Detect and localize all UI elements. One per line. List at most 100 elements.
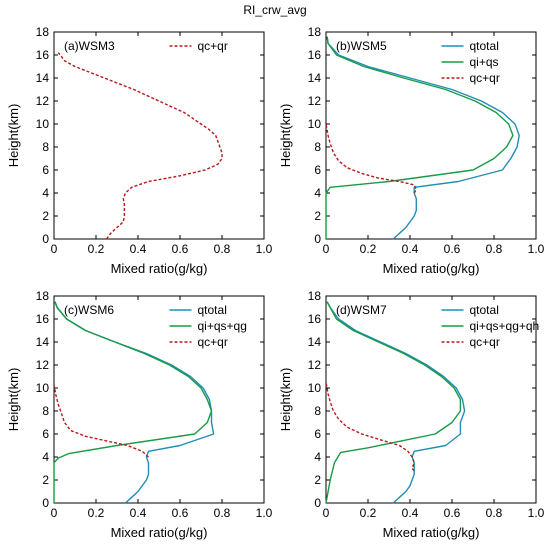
y-tick-label: 4 bbox=[42, 186, 49, 200]
legend: qtotal qi+qs qc+qr bbox=[441, 39, 500, 85]
x-tick-label: 0.2 bbox=[88, 242, 105, 256]
legend-entry: qtotal bbox=[470, 303, 499, 317]
y-tick-label: 8 bbox=[42, 404, 49, 418]
legend-entry: qtotal bbox=[198, 303, 227, 317]
x-tick-label: 1.0 bbox=[528, 242, 545, 256]
x-tick-label: 0 bbox=[323, 506, 330, 520]
chart-panel-4: 0 0.2 0.4 0.6 0.8 1.0 0 2 4 6 8 10 12 14 16 18 Mixed rat… bbox=[278, 289, 545, 540]
chart-panel-1: 0 0.2 0.4 0.6 0.8 1.0 0 2 4 6 8 10 12 14 16 18 Mixed rat… bbox=[6, 25, 273, 276]
y-tick-label: 4 bbox=[314, 450, 321, 464]
x-tick-label: 1.0 bbox=[256, 242, 273, 256]
y-tick-label: 10 bbox=[36, 381, 50, 395]
y-tick-label: 6 bbox=[42, 427, 49, 441]
y-tick-label: 10 bbox=[36, 117, 50, 131]
y-tick-label: 6 bbox=[42, 163, 49, 177]
plot-frame bbox=[53, 295, 265, 504]
y-tick-label: 10 bbox=[308, 381, 322, 395]
y-tick-label: 12 bbox=[36, 94, 50, 108]
y-tick-label: 14 bbox=[308, 71, 322, 85]
x-tick-label: 0.2 bbox=[360, 242, 377, 256]
x-tick-label: 0.4 bbox=[402, 506, 419, 520]
y-tick-label: 4 bbox=[42, 450, 49, 464]
legend-entry: qi+qs+qg+qh bbox=[470, 319, 540, 333]
y-tick-label: 8 bbox=[314, 140, 321, 154]
x-axis-label: Mixed ratio(g/kg) bbox=[111, 525, 208, 540]
panel-label: (d)WSM7 bbox=[336, 303, 387, 317]
chart-panel-3: 0 0.2 0.4 0.6 0.8 1.0 0 2 4 6 8 10 12 14 16 18 Mixed rat… bbox=[6, 289, 273, 540]
x-tick-label: 0 bbox=[51, 242, 58, 256]
y-tick-label: 18 bbox=[308, 289, 322, 303]
y-tick-label: 12 bbox=[308, 358, 322, 372]
plot-frame bbox=[53, 31, 265, 240]
x-tick-label: 0.6 bbox=[172, 506, 189, 520]
panel-label: (c)WSM6 bbox=[64, 303, 114, 317]
x-tick-label: 0.8 bbox=[486, 506, 503, 520]
y-tick-label: 12 bbox=[36, 358, 50, 372]
legend: qc+qr bbox=[169, 39, 228, 53]
series-line-qc-qr bbox=[325, 382, 415, 472]
y-tick-label: 2 bbox=[42, 473, 49, 487]
y-tick-label: 10 bbox=[308, 117, 322, 131]
series-line-qc-qr bbox=[325, 123, 417, 194]
x-tick-label: 1.0 bbox=[528, 506, 545, 520]
series-line-qtotal bbox=[54, 301, 215, 504]
x-tick-label: 0.8 bbox=[214, 506, 231, 520]
series-line-qi-qs-qg bbox=[53, 301, 213, 503]
x-tick-label: 0.6 bbox=[444, 506, 461, 520]
series-line-qc-qr bbox=[57, 52, 223, 240]
y-tick-label: 2 bbox=[42, 209, 49, 223]
y-tick-label: 0 bbox=[314, 496, 321, 510]
y-tick-label: 2 bbox=[314, 209, 321, 223]
series-line-qi-qs-qg-qh bbox=[325, 301, 462, 504]
series-line-qi-qs bbox=[325, 36, 514, 239]
y-tick-label: 8 bbox=[314, 404, 321, 418]
x-tick-label: 0.4 bbox=[130, 242, 147, 256]
y-tick-label: 18 bbox=[308, 25, 322, 39]
y-axis-label: Height(km) bbox=[278, 104, 293, 168]
legend: qtotal qi+qs+qg+qh qc+qr bbox=[441, 303, 540, 349]
y-tick-label: 16 bbox=[308, 312, 322, 326]
y-tick-label: 16 bbox=[308, 48, 322, 62]
legend-entry: qi+qs+qg bbox=[198, 319, 247, 333]
x-tick-label: 0.8 bbox=[486, 242, 503, 256]
x-tick-label: 0 bbox=[323, 242, 330, 256]
y-tick-label: 12 bbox=[308, 94, 322, 108]
y-tick-label: 4 bbox=[314, 186, 321, 200]
y-tick-label: 14 bbox=[36, 335, 50, 349]
y-tick-label: 14 bbox=[36, 71, 50, 85]
legend-entry: qc+qr bbox=[470, 335, 500, 349]
y-tick-label: 0 bbox=[314, 232, 321, 246]
legend-entry: qi+qs bbox=[470, 55, 499, 69]
legend-entry: qtotal bbox=[470, 39, 499, 53]
x-tick-label: 0.8 bbox=[214, 242, 231, 256]
series-line-qc-qr bbox=[53, 385, 149, 458]
legend-entry: qc+qr bbox=[198, 335, 228, 349]
legend: qtotal qi+qs+qg qc+qr bbox=[169, 303, 247, 349]
y-tick-label: 18 bbox=[36, 25, 50, 39]
x-tick-label: 0 bbox=[51, 506, 58, 520]
x-tick-label: 0.6 bbox=[444, 242, 461, 256]
series-line-qtotal bbox=[326, 36, 520, 240]
y-tick-label: 6 bbox=[314, 427, 321, 441]
legend-entry: qc+qr bbox=[470, 71, 500, 85]
y-tick-label: 2 bbox=[314, 473, 321, 487]
x-axis-label: Mixed ratio(g/kg) bbox=[383, 261, 480, 276]
series-line-qtotal bbox=[326, 301, 466, 504]
x-axis-label: Mixed ratio(g/kg) bbox=[111, 261, 208, 276]
x-axis-label: Mixed ratio(g/kg) bbox=[383, 525, 480, 540]
chart-panel-2: 0 0.2 0.4 0.6 0.8 1.0 0 2 4 6 8 10 12 14 16 18 Mixed rat… bbox=[278, 25, 545, 276]
legend-entry: qc+qr bbox=[198, 39, 228, 53]
panel-label: (a)WSM3 bbox=[64, 39, 115, 53]
y-axis-label: Height(km) bbox=[6, 104, 21, 168]
y-tick-label: 16 bbox=[36, 48, 50, 62]
x-tick-label: 0.2 bbox=[360, 506, 377, 520]
figure-title: RI_crw_avg bbox=[243, 3, 307, 17]
x-tick-label: 1.0 bbox=[256, 506, 273, 520]
x-tick-label: 0.2 bbox=[88, 506, 105, 520]
plot-frame bbox=[325, 31, 537, 240]
y-axis-label: Height(km) bbox=[278, 368, 293, 432]
y-tick-label: 16 bbox=[36, 312, 50, 326]
x-tick-label: 0.4 bbox=[402, 242, 419, 256]
y-tick-label: 0 bbox=[42, 496, 49, 510]
